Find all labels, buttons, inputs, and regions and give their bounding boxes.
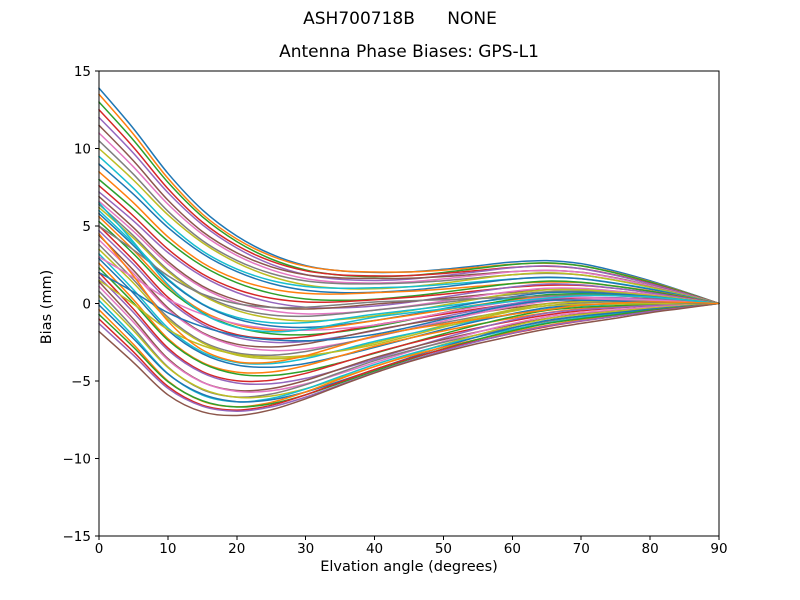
figure-suptitle: ASH700718B NONE <box>303 9 497 29</box>
series-line <box>98 285 720 393</box>
y-tick-label: 0 <box>82 296 91 312</box>
series-line <box>98 302 720 408</box>
series-line <box>98 116 720 305</box>
series-line <box>98 279 720 358</box>
x-tick-label: 0 <box>95 541 104 557</box>
x-tick-label: 80 <box>642 541 659 557</box>
y-tick-label: −5 <box>71 374 91 390</box>
series-line <box>98 163 720 305</box>
x-tick-label: 60 <box>504 541 521 557</box>
y-tick-label: 10 <box>74 141 91 157</box>
x-tick-label: 20 <box>228 541 245 557</box>
series-line <box>98 132 720 305</box>
x-tick-label: 70 <box>573 541 590 557</box>
y-tick-label: −15 <box>63 529 92 545</box>
series-line <box>98 171 720 305</box>
series-line <box>98 302 720 403</box>
y-axis-label: Bias (mm) <box>39 269 55 345</box>
x-tick-label: 50 <box>435 541 452 557</box>
series-line <box>98 233 720 364</box>
series-line <box>98 178 720 305</box>
x-tick-label: 30 <box>297 541 314 557</box>
x-axis-label: Elvation angle (degrees) <box>320 559 498 575</box>
series-line <box>98 202 720 333</box>
series-line <box>98 87 720 305</box>
x-tick-label: 40 <box>366 541 383 557</box>
axes-title: Antenna Phase Biases: GPS-L1 <box>279 42 539 62</box>
series-line <box>98 295 720 399</box>
y-tick-label: −10 <box>63 451 92 467</box>
series-line <box>98 256 720 331</box>
x-tick-label: 10 <box>159 541 176 557</box>
x-tick-label: 90 <box>710 541 727 557</box>
y-tick-label: 15 <box>74 64 91 80</box>
series-line <box>98 271 720 342</box>
series-line <box>98 302 720 417</box>
y-tick-label: 5 <box>82 219 91 235</box>
